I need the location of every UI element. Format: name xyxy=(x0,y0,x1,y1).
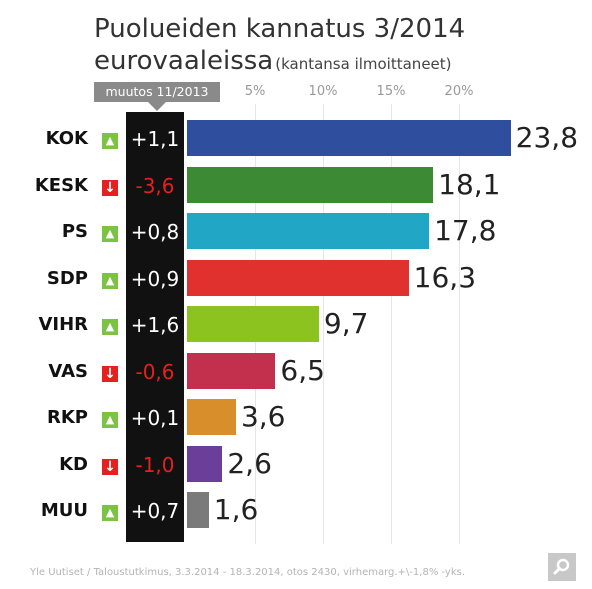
x-tick-label: 5% xyxy=(244,84,266,99)
bar-row-kok: KOK ▲ +1,1 23,8 xyxy=(0,117,592,163)
gridline xyxy=(459,104,460,544)
value-label: 1,6 xyxy=(213,493,259,526)
bar xyxy=(187,445,223,482)
party-label: KD xyxy=(59,453,88,475)
bar-row-rkp: RKP ▲ +0,1 3,6 xyxy=(0,396,592,442)
change-value: +1,6 xyxy=(130,313,180,337)
party-label: RKP xyxy=(46,407,88,428)
change-value: +0,9 xyxy=(130,266,180,291)
search-button[interactable] xyxy=(548,553,576,581)
x-tick-label: 10% xyxy=(308,84,338,99)
arrow-down-icon: ↓ xyxy=(102,179,118,196)
chart-title: Puolueiden kannatus 3/2014 xyxy=(94,14,466,44)
bar xyxy=(187,259,409,296)
chart-title-line2: eurovaaleissa (kantansa ilmoittaneet) xyxy=(94,46,452,76)
chart-title-line2-text: eurovaaleissa xyxy=(94,46,274,76)
bar-row-vas: VAS ↓ -0,6 6,5 xyxy=(0,350,592,396)
party-label: KESK xyxy=(34,174,88,196)
value-label: 3,6 xyxy=(240,400,286,433)
bar xyxy=(187,492,209,528)
change-column xyxy=(126,112,184,542)
party-label: PS xyxy=(61,221,88,242)
arrow-down-icon: ↓ xyxy=(102,458,118,475)
arrow-up-icon: ▲ xyxy=(102,319,118,335)
party-label: VIHR xyxy=(38,314,88,335)
bar xyxy=(187,352,276,389)
value-label: 16,3 xyxy=(413,260,477,294)
arrow-up-icon: ▲ xyxy=(102,272,118,289)
bar xyxy=(187,399,236,435)
change-value: -3,6 xyxy=(135,173,175,198)
change-value: +0,8 xyxy=(130,220,180,244)
party-label: KOK xyxy=(45,128,88,149)
bar-row-kd: KD ↓ -1,0 2,6 xyxy=(0,443,592,489)
value-label: 18,1 xyxy=(438,167,501,201)
bar-row-muu: MUU ▲ +0,7 1,6 xyxy=(0,489,592,535)
bar xyxy=(187,306,319,342)
chart-subtitle: (kantansa ilmoittaneet) xyxy=(275,55,452,73)
bar xyxy=(187,120,511,156)
value-label: 2,6 xyxy=(227,446,272,480)
arrow-down-icon: ↓ xyxy=(102,365,118,382)
gridline xyxy=(391,104,392,544)
arrow-up-icon: ▲ xyxy=(102,412,118,428)
change-value: -0,6 xyxy=(135,359,175,384)
change-value: +0,7 xyxy=(130,499,180,523)
arrow-up-icon: ▲ xyxy=(102,133,118,149)
arrow-up-icon: ▲ xyxy=(102,226,118,242)
change-value: +0,1 xyxy=(130,406,180,430)
value-label: 17,8 xyxy=(434,214,497,247)
party-label: SDP xyxy=(46,267,88,289)
change-value: +1,1 xyxy=(130,127,180,151)
source-note: Yle Uutiset / Taloustutkimus, 3.3.2014 -… xyxy=(30,567,466,578)
x-tick-label: 15% xyxy=(376,84,406,99)
bar-row-vihr: VIHR ▲ +1,6 9,7 xyxy=(0,303,592,349)
bar-row-ps: PS ▲ +0,8 17,8 xyxy=(0,210,592,256)
party-label: MUU xyxy=(40,500,88,521)
bar-row-sdp: SDP ▲ +0,9 16,3 xyxy=(0,257,592,303)
bar-row-kesk: KESK ↓ -3,6 18,1 xyxy=(0,164,592,210)
change-value: -1,0 xyxy=(135,452,175,477)
value-label: 23,8 xyxy=(515,121,579,154)
change-header: muutos 11/2013 xyxy=(94,82,220,102)
search-icon xyxy=(553,558,570,575)
value-label: 6,5 xyxy=(280,353,325,387)
gridline xyxy=(323,104,324,544)
party-label: VAS xyxy=(48,360,88,382)
value-label: 9,7 xyxy=(323,307,369,340)
bar xyxy=(187,166,434,203)
arrow-up-icon: ▲ xyxy=(102,505,118,521)
bar xyxy=(187,213,430,249)
change-header-pointer xyxy=(148,102,166,111)
x-tick-label: 20% xyxy=(444,84,474,99)
